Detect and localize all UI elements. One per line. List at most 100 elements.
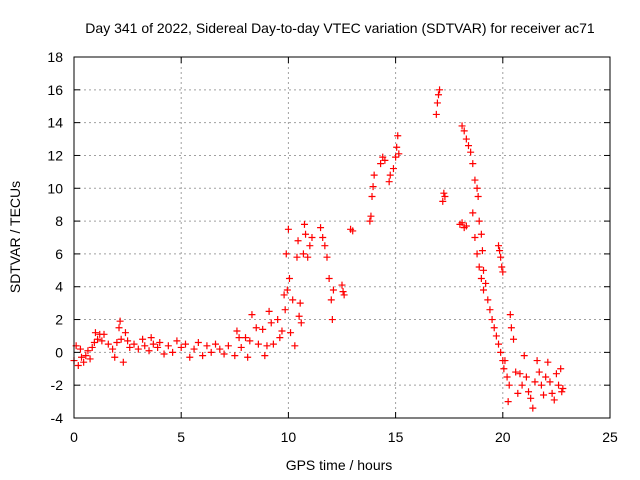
data-point bbox=[90, 339, 98, 347]
data-point bbox=[525, 388, 533, 396]
y-tick-label: 18 bbox=[47, 49, 63, 65]
data-point bbox=[507, 324, 515, 332]
data-point bbox=[544, 358, 552, 366]
data-point bbox=[145, 347, 153, 355]
data-point bbox=[164, 342, 172, 350]
data-point bbox=[392, 153, 400, 161]
data-point bbox=[263, 342, 271, 350]
x-tick-label: 0 bbox=[70, 429, 78, 445]
data-point bbox=[506, 311, 514, 319]
data-point bbox=[499, 268, 507, 276]
data-point bbox=[540, 391, 548, 399]
y-tick-label: 6 bbox=[55, 246, 63, 262]
data-point bbox=[370, 171, 378, 179]
data-point bbox=[269, 340, 277, 348]
data-point bbox=[291, 342, 299, 350]
data-point bbox=[514, 389, 522, 397]
data-point bbox=[393, 143, 401, 151]
data-point bbox=[480, 286, 488, 294]
data-point bbox=[389, 165, 397, 173]
data-point bbox=[510, 335, 518, 343]
data-point bbox=[469, 209, 477, 217]
y-tick-label: 0 bbox=[55, 344, 63, 360]
data-point bbox=[558, 388, 566, 396]
data-point bbox=[495, 340, 503, 348]
data-point bbox=[477, 230, 485, 238]
data-point bbox=[464, 142, 472, 150]
data-point bbox=[497, 348, 505, 356]
data-point bbox=[293, 253, 301, 261]
data-point bbox=[475, 263, 483, 271]
data-point bbox=[490, 324, 498, 332]
data-point bbox=[100, 330, 108, 338]
data-point bbox=[542, 373, 550, 381]
data-point bbox=[497, 253, 505, 261]
data-point bbox=[329, 286, 337, 294]
data-point bbox=[274, 316, 282, 324]
axis-ticks: -4 -2 0 2 4 6 8 10 12 14 16 18 0 5 10 15 20 25 bbox=[47, 49, 618, 445]
data-point bbox=[297, 319, 305, 327]
data-point bbox=[261, 352, 269, 360]
data-point bbox=[265, 307, 273, 315]
data-point bbox=[440, 189, 448, 197]
data-point bbox=[503, 373, 511, 381]
data-point bbox=[246, 337, 254, 345]
data-point bbox=[80, 358, 88, 366]
data-point bbox=[473, 184, 481, 192]
data-point bbox=[317, 224, 325, 232]
data-point bbox=[177, 343, 185, 351]
data-point bbox=[76, 345, 84, 353]
data-point bbox=[436, 86, 444, 94]
data-point bbox=[518, 381, 526, 389]
data-point bbox=[117, 335, 125, 343]
data-point bbox=[86, 355, 94, 363]
data-point bbox=[278, 327, 286, 335]
data-point bbox=[505, 381, 513, 389]
data-point bbox=[203, 342, 211, 350]
data-point bbox=[186, 353, 194, 361]
data-point bbox=[439, 197, 447, 205]
data-point bbox=[500, 365, 508, 373]
x-tick-label: 5 bbox=[177, 429, 185, 445]
data-point bbox=[458, 122, 466, 130]
x-tick-label: 10 bbox=[281, 429, 297, 445]
data-point bbox=[121, 329, 129, 337]
data-point bbox=[537, 381, 545, 389]
data-point bbox=[147, 334, 155, 342]
y-tick-label: 16 bbox=[47, 82, 63, 98]
data-point bbox=[280, 291, 288, 299]
data-point bbox=[441, 192, 449, 200]
data-point bbox=[308, 234, 316, 241]
data-point bbox=[488, 316, 496, 324]
data-point bbox=[340, 291, 348, 299]
data-point bbox=[190, 345, 198, 353]
data-point bbox=[546, 378, 554, 386]
data-point bbox=[94, 335, 102, 343]
data-point bbox=[295, 312, 303, 320]
grid-lines bbox=[74, 57, 610, 418]
data-point bbox=[368, 192, 376, 200]
data-point bbox=[287, 329, 295, 337]
y-tick-label: 8 bbox=[55, 213, 63, 229]
data-point bbox=[299, 250, 307, 258]
data-point bbox=[154, 343, 162, 351]
data-point bbox=[516, 370, 524, 378]
data-point bbox=[124, 337, 132, 345]
data-point bbox=[559, 384, 567, 392]
data-point bbox=[216, 345, 224, 353]
data-point bbox=[126, 343, 134, 351]
data-point bbox=[432, 110, 440, 118]
data-point bbox=[169, 348, 177, 356]
data-point bbox=[91, 329, 99, 337]
data-point bbox=[529, 404, 537, 412]
data-point bbox=[304, 253, 312, 261]
data-point bbox=[276, 334, 284, 342]
y-tick-label: 10 bbox=[47, 180, 63, 196]
data-point bbox=[552, 370, 560, 378]
data-point bbox=[467, 148, 475, 156]
data-point bbox=[267, 319, 275, 327]
data-point bbox=[300, 220, 308, 228]
data-point bbox=[386, 171, 394, 179]
data-point bbox=[248, 311, 256, 319]
data-points bbox=[70, 86, 567, 412]
